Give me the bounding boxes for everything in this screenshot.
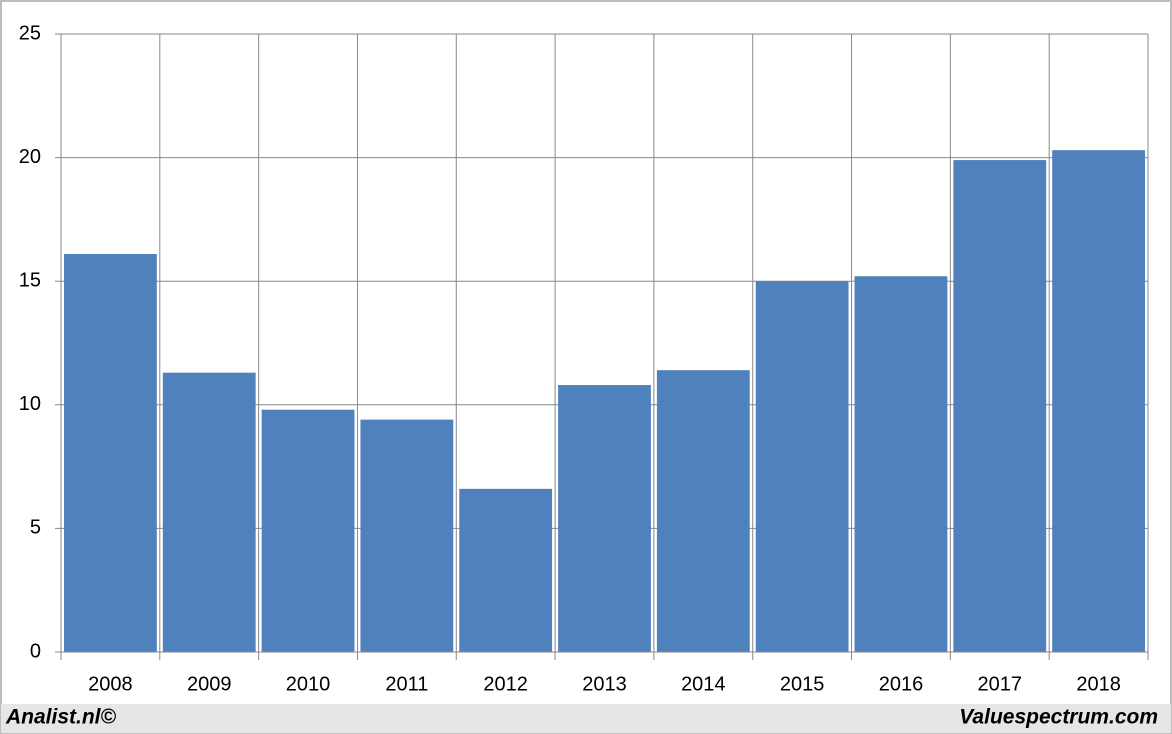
bar: [162, 372, 256, 652]
y-tick-label: 0: [30, 640, 41, 662]
footer-right: Valuespectrum.com: [959, 706, 1158, 729]
x-tick-label: 2015: [780, 673, 825, 695]
x-tick-label: 2008: [88, 673, 133, 695]
x-tick-label: 2012: [483, 673, 528, 695]
y-tick-label: 20: [19, 146, 41, 168]
x-tick-label: 2009: [187, 673, 232, 695]
y-tick-label: 25: [19, 22, 41, 44]
bar: [64, 254, 157, 652]
footer-left: Analist.nl©: [5, 706, 117, 729]
x-tick-label: 2011: [385, 673, 428, 695]
y-tick-label: 5: [30, 517, 41, 539]
x-tick-label: 2017: [978, 673, 1023, 695]
x-tick-label: 2010: [286, 673, 331, 695]
bar: [459, 488, 553, 652]
y-tick-label: 10: [19, 393, 41, 415]
bar: [1052, 150, 1145, 652]
footer-band: [1, 704, 1171, 733]
x-tick-label: 2018: [1076, 673, 1121, 695]
bar: [755, 281, 849, 652]
x-tick-label: 2016: [879, 673, 924, 695]
y-tick-label: 15: [19, 269, 41, 291]
bar: [854, 276, 948, 652]
bar: [656, 370, 750, 652]
bar: [953, 160, 1047, 652]
bar: [360, 419, 454, 652]
bar: [558, 385, 651, 652]
bar: [261, 409, 355, 652]
x-tick-label: 2014: [681, 673, 726, 695]
x-tick-label: 2013: [582, 673, 627, 695]
